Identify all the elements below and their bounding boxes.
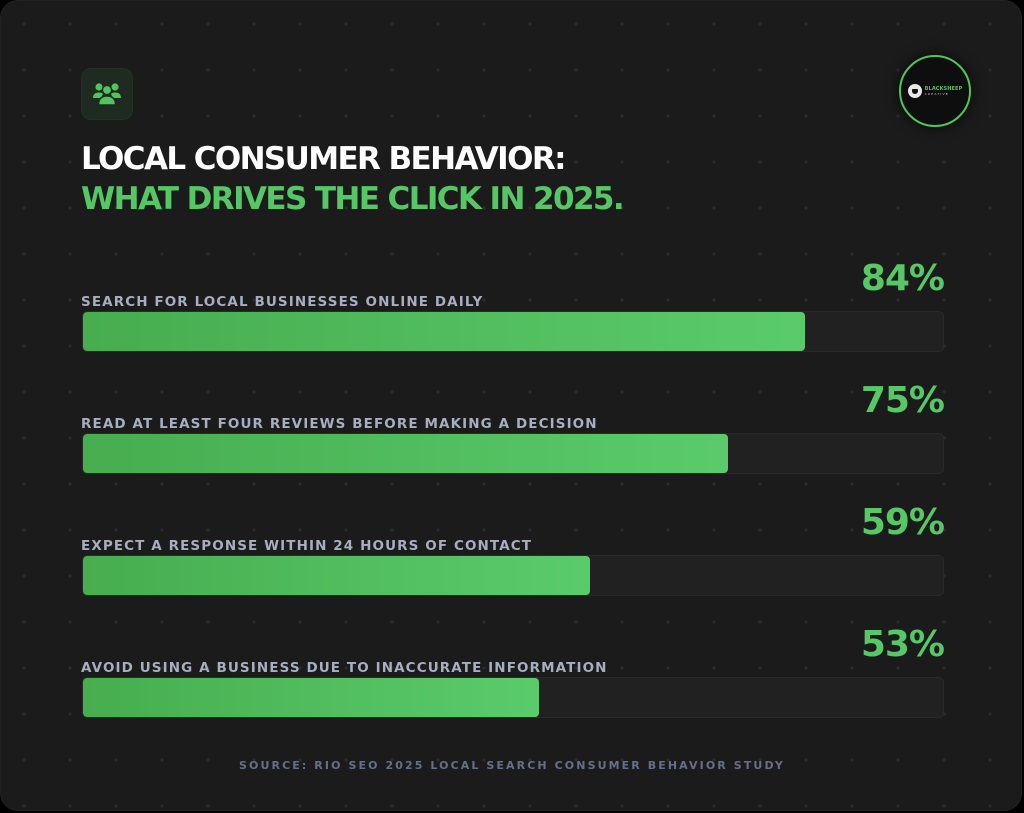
users-group-icon-badge bbox=[81, 68, 133, 120]
stat-label: READ AT LEAST FOUR REVIEWS BEFORE MAKING… bbox=[81, 416, 598, 432]
brand-logo: BLACKSHEEP CREATIVE bbox=[899, 55, 971, 127]
stat-label: AVOID USING A BUSINESS DUE TO INACCURATE… bbox=[81, 660, 608, 676]
stat-value: 75% bbox=[860, 380, 945, 421]
stat-value: 59% bbox=[860, 502, 945, 543]
page-title: LOCAL CONSUMER BEHAVIOR: WHAT DRIVES THE… bbox=[81, 139, 625, 219]
stat-value: 84% bbox=[860, 258, 945, 299]
stat-label: SEARCH FOR LOCAL BUSINESSES ONLINE DAILY bbox=[81, 294, 484, 310]
logo-subtext: CREATIVE bbox=[924, 91, 949, 96]
source-citation: SOURCE: RIO SEO 2025 LOCAL SEARCH CONSUM… bbox=[239, 759, 785, 772]
stat-bars: SEARCH FOR LOCAL BUSINESSES ONLINE DAILY… bbox=[81, 257, 945, 745]
stat-row: READ AT LEAST FOUR REVIEWS BEFORE MAKING… bbox=[81, 379, 945, 501]
stat-row: EXPECT A RESPONSE WITHIN 24 HOURS OF CON… bbox=[81, 501, 945, 623]
users-group-icon bbox=[93, 83, 121, 106]
bar-fill bbox=[83, 556, 591, 595]
bar-fill bbox=[83, 678, 539, 717]
title-line-2: WHAT DRIVES THE CLICK IN 2025. bbox=[81, 181, 625, 217]
logo-name: BLACKSHEEP bbox=[924, 85, 963, 92]
bar-track bbox=[82, 677, 944, 718]
bar-track bbox=[82, 311, 944, 352]
bar-fill bbox=[83, 312, 806, 351]
title-line-1: LOCAL CONSUMER BEHAVIOR: bbox=[81, 141, 567, 177]
stat-label: EXPECT A RESPONSE WITHIN 24 HOURS OF CON… bbox=[81, 538, 533, 554]
bar-track bbox=[82, 555, 944, 596]
stat-value: 53% bbox=[860, 624, 945, 665]
bar-fill bbox=[83, 434, 728, 473]
stat-row: AVOID USING A BUSINESS DUE TO INACCURATE… bbox=[81, 623, 945, 745]
sheep-icon bbox=[907, 84, 922, 98]
bar-track bbox=[82, 433, 944, 474]
stat-row: SEARCH FOR LOCAL BUSINESSES ONLINE DAILY… bbox=[81, 257, 945, 379]
